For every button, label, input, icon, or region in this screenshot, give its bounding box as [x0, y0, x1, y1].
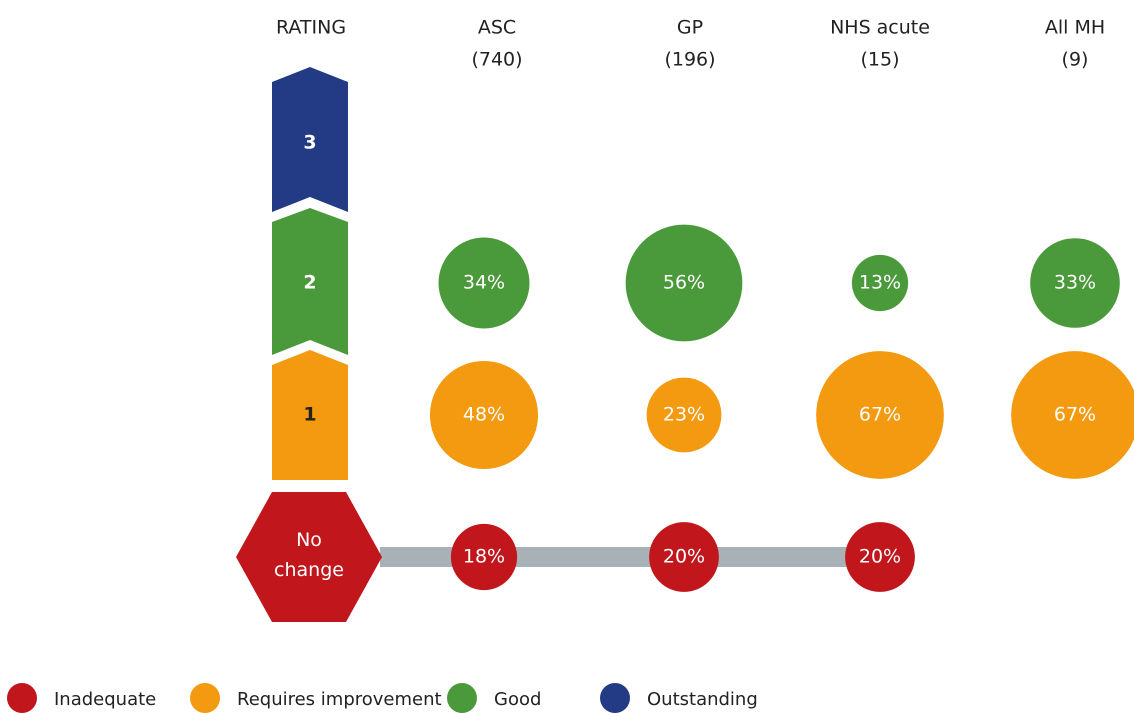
bubble — [438, 237, 530, 329]
rating-label: 2 — [303, 272, 316, 294]
bubble-label: 67% — [859, 404, 901, 426]
bubble-label: 20% — [663, 546, 705, 568]
row-axis-title: RATING — [276, 17, 346, 39]
legend-label: Outstanding — [647, 689, 758, 710]
column-header: GP — [677, 17, 703, 39]
rating-hexagon — [236, 492, 382, 622]
rating-label: 3 — [303, 132, 316, 154]
legend-swatch — [600, 683, 630, 713]
bubble-label: 13% — [859, 272, 901, 294]
legend-swatch — [7, 683, 37, 713]
bubble — [649, 522, 719, 592]
bubble — [845, 522, 915, 592]
rating-chevron — [272, 208, 348, 355]
bubble-label: 18% — [463, 546, 505, 568]
legend-label: Inadequate — [54, 689, 156, 710]
column-header: All MH — [1045, 17, 1105, 39]
rating-label: 1 — [303, 404, 316, 426]
rating-label: No change — [274, 529, 344, 581]
legend-swatch — [447, 683, 477, 713]
bubble — [1011, 351, 1134, 479]
column-header: ASC — [478, 17, 516, 39]
legend-swatch — [190, 683, 220, 713]
bubble-label: 34% — [463, 272, 505, 294]
bubble — [816, 351, 944, 479]
rating-chevron — [272, 67, 348, 212]
column-count: (740) — [471, 49, 522, 71]
bubble-label: 56% — [663, 272, 705, 294]
bubble — [851, 254, 909, 312]
legend-label: Requires improvement — [237, 689, 442, 710]
rating-chevron — [272, 350, 348, 480]
bubble — [646, 377, 722, 453]
bubble-label: 20% — [859, 546, 901, 568]
legend-label: Good — [494, 689, 541, 710]
column-count: (9) — [1062, 49, 1089, 71]
column-count: (15) — [860, 49, 899, 71]
column-header: NHS acute — [830, 17, 930, 39]
bubble-label: 33% — [1054, 272, 1096, 294]
bubble-label: 23% — [663, 404, 705, 426]
bubble-label: 48% — [463, 404, 505, 426]
bubble — [625, 224, 743, 342]
column-count: (196) — [664, 49, 715, 71]
bubble — [429, 360, 539, 470]
bubble — [1030, 238, 1120, 328]
bubble-label: 67% — [1054, 404, 1096, 426]
bubble — [450, 523, 518, 591]
